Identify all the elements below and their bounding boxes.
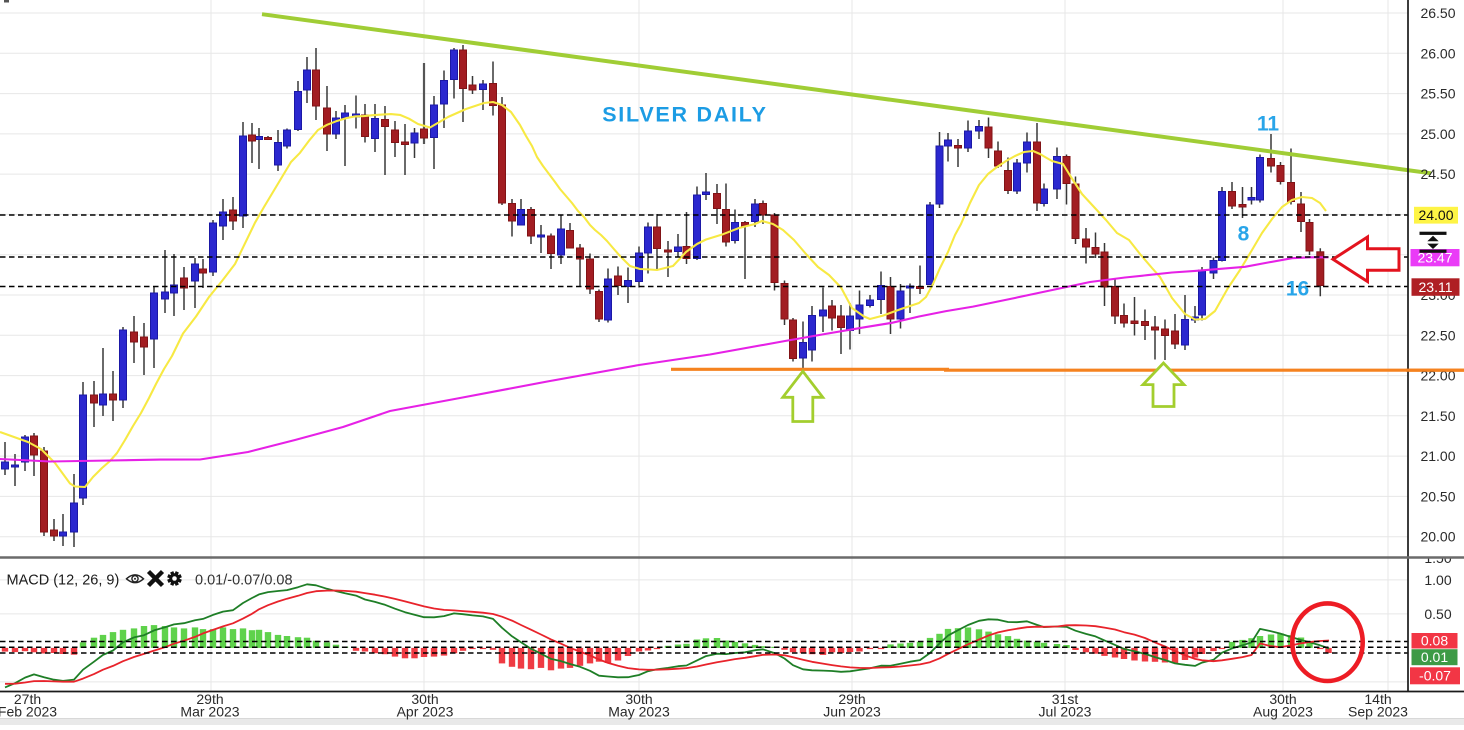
svg-text:21.50: 21.50 (1420, 408, 1455, 424)
svg-text:29th: 29th (196, 691, 223, 707)
svg-text:8: 8 (1238, 223, 1250, 246)
svg-text:27th: 27th (14, 691, 41, 707)
svg-text:26.00: 26.00 (1420, 45, 1455, 61)
svg-text:16: 16 (1286, 278, 1309, 301)
svg-text:Sep 2023: Sep 2023 (1348, 704, 1408, 720)
svg-text:Jun 2023: Jun 2023 (823, 704, 881, 720)
svg-text:Jul 2023: Jul 2023 (1039, 704, 1092, 720)
svg-text:14th: 14th (1364, 691, 1391, 707)
svg-text:1.00: 1.00 (1424, 572, 1451, 588)
svg-text:29th: 29th (838, 691, 865, 707)
svg-text:-0.07: -0.07 (1419, 668, 1451, 684)
svg-text:25.50: 25.50 (1420, 86, 1455, 102)
svg-text:30th: 30th (1269, 691, 1296, 707)
svg-text:Apr 2023: Apr 2023 (397, 704, 454, 720)
svg-text:24.50: 24.50 (1420, 166, 1455, 182)
svg-text:31st: 31st (1052, 691, 1079, 707)
svg-text:20.50: 20.50 (1420, 488, 1455, 504)
svg-text:23.11: 23.11 (1419, 279, 1453, 295)
svg-text:30th: 30th (625, 691, 652, 707)
svg-text:25.00: 25.00 (1420, 126, 1455, 142)
svg-text:23.47: 23.47 (1417, 250, 1452, 266)
svg-text:22.50: 22.50 (1420, 327, 1455, 343)
svg-text:0.50: 0.50 (1424, 606, 1451, 622)
svg-text:Feb 2023: Feb 2023 (0, 704, 57, 720)
svg-text:11: 11 (1257, 113, 1280, 136)
svg-text:SILVER DAILY: SILVER DAILY (602, 103, 768, 127)
svg-text:0.01/-0.07/0.08: 0.01/-0.07/0.08 (195, 573, 293, 589)
svg-text:Aug 2023: Aug 2023 (1253, 704, 1313, 720)
svg-text:21.00: 21.00 (1420, 448, 1455, 464)
svg-text:Mar 2023: Mar 2023 (180, 704, 239, 720)
svg-text:26.50: 26.50 (1420, 5, 1455, 21)
svg-text:30th: 30th (411, 691, 438, 707)
svg-text:May 2023: May 2023 (608, 704, 670, 720)
svg-text:24.00: 24.00 (1418, 207, 1453, 223)
svg-text:20.00: 20.00 (1420, 529, 1455, 545)
svg-text:0.01: 0.01 (1421, 649, 1448, 665)
svg-text:MACD (12, 26, 9): MACD (12, 26, 9) (7, 573, 120, 589)
svg-text:0.08: 0.08 (1421, 632, 1448, 648)
